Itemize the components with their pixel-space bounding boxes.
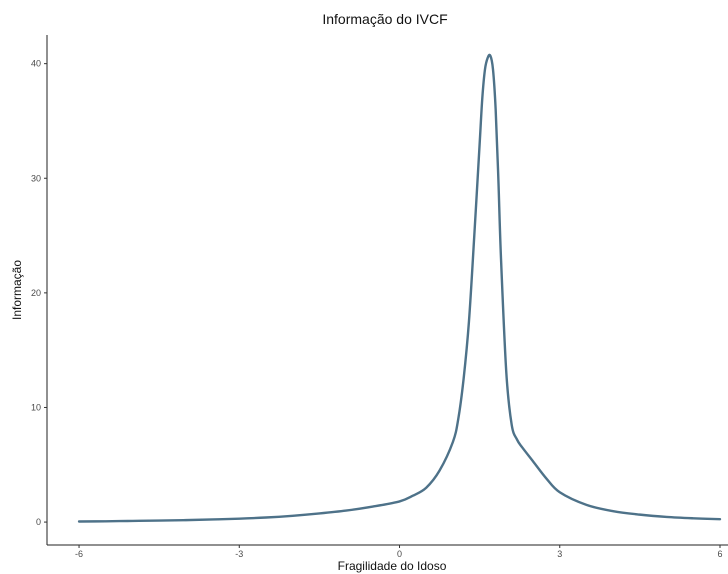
x-ticks: -6 -3 0 3 6: [75, 545, 722, 559]
x-tick-label: 0: [397, 549, 402, 559]
y-ticks: 0 10 20 30 40: [31, 59, 47, 527]
x-axis-label: Fragilidade do Idoso: [338, 559, 447, 573]
y-tick-label: 0: [36, 517, 41, 527]
y-tick-label: 40: [31, 59, 41, 69]
y-tick-label: 30: [31, 173, 41, 183]
chart-title: Informação do IVCF: [322, 11, 447, 27]
x-tick-label: -3: [235, 549, 243, 559]
series-line: [77, 53, 722, 523]
y-axis-label: Informação: [10, 260, 24, 320]
y-tick-label: 20: [31, 288, 41, 298]
y-tick-label: 10: [31, 402, 41, 412]
x-tick-label: 3: [557, 549, 562, 559]
x-tick-label: 6: [717, 549, 722, 559]
x-tick-label: -6: [75, 549, 83, 559]
